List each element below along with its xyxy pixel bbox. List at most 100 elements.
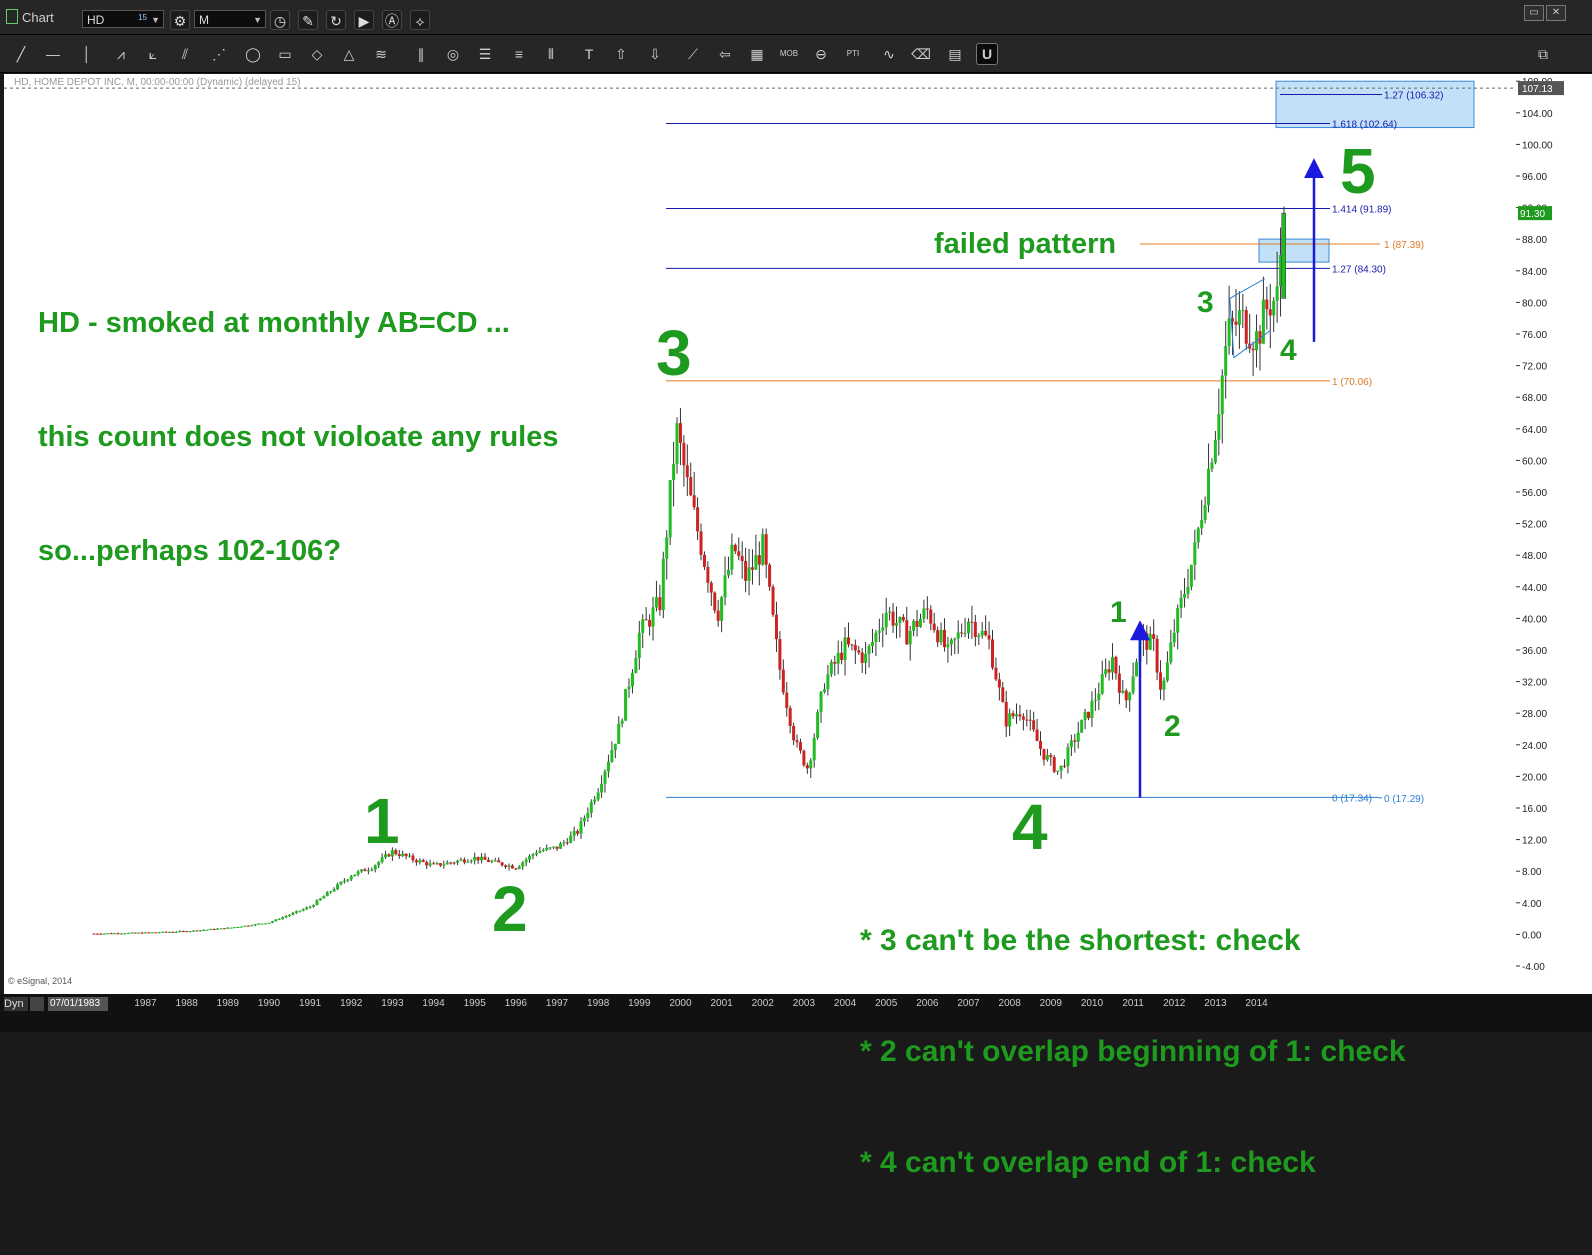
candle-body (798, 742, 802, 751)
symbol-superscript: 15 (138, 13, 147, 22)
restore-window-button[interactable]: ▭ (1524, 5, 1544, 21)
panel-options-icon[interactable]: ⧉ (1538, 46, 1548, 62)
candle-body (387, 854, 391, 857)
x-tick-label: 2012 (1163, 998, 1186, 1009)
candle-body (504, 865, 508, 868)
magnet-tool-icon[interactable]: U (976, 43, 998, 65)
x-tick-label: 2001 (710, 998, 733, 1009)
arrow-up-tool-icon[interactable]: ⇧ (615, 46, 627, 62)
fib-label: 1 (70.06) (1332, 377, 1372, 388)
circles-tool-icon[interactable]: ◎ (446, 46, 460, 62)
close-window-button[interactable]: ✕ (1546, 5, 1566, 21)
candle-body (850, 644, 854, 646)
candle-body (404, 853, 408, 857)
note-tool-icon[interactable]: ▤ (948, 46, 962, 62)
candle-body (901, 616, 905, 621)
draw-button[interactable]: ✎ (298, 10, 318, 30)
candle-body (517, 866, 521, 869)
fib-label: 1.618 (102.64) (1332, 120, 1397, 131)
candle-body (185, 931, 189, 933)
fan-tool-icon[interactable]: ⟀ (148, 46, 158, 62)
grid-tool-icon[interactable]: ▦ (750, 46, 764, 62)
candle-body (1261, 299, 1265, 344)
x-tick-label: 2013 (1204, 998, 1227, 1009)
chevron-down-icon[interactable]: ▼ (151, 15, 160, 25)
arrows (1130, 158, 1324, 798)
diamond-tool-icon[interactable]: ◇ (311, 46, 323, 62)
x-tick-label: 1993 (381, 998, 404, 1009)
chart-svg[interactable]: 1.27 (106.32) 1.618 (102.64) 1.414 (91.89)… (4, 74, 1516, 994)
candle-body (929, 609, 933, 624)
candle-body (565, 842, 569, 844)
eraser-tool-icon[interactable]: ⌫ (911, 46, 931, 62)
regression-tool-icon[interactable]: ⟋ (688, 46, 698, 62)
candle-body (233, 927, 237, 929)
time-axis[interactable]: Dyn 07/01/1983 1987 1988 1989 1990 1991 1992 1… (0, 994, 1592, 1032)
fib-time-tool-icon[interactable]: ⦀ (547, 46, 555, 62)
candle-body (270, 921, 274, 923)
polyline-tool-icon[interactable]: ⩘ (117, 46, 125, 62)
y-tick-label: 60.00 (1522, 456, 1547, 467)
hline-tool-icon[interactable]: — (46, 46, 60, 62)
y-tick-label: 16.00 (1522, 804, 1547, 815)
alert-button[interactable]: Ⓐ (382, 10, 402, 30)
symbol-settings-button[interactable]: ⚙ (170, 10, 190, 30)
candle-body (1018, 714, 1022, 717)
mode-toggle[interactable] (30, 997, 44, 1011)
candle-body (428, 863, 432, 866)
text-tool-icon[interactable]: T (584, 46, 594, 62)
candle-body (795, 740, 799, 743)
date-field[interactable]: 07/01/1983 (48, 997, 108, 1011)
refresh-button[interactable]: ↻ (326, 10, 346, 30)
pti-tool-icon[interactable]: PTI (840, 43, 866, 65)
interval-select[interactable]: M ▼ (194, 10, 266, 28)
chart-pane[interactable]: 1.27 (106.32) 1.618 (102.64) 1.414 (91.89)… (4, 74, 1516, 1179)
candle-body (209, 929, 213, 931)
candle-body (432, 863, 436, 865)
gann-tool-icon[interactable]: ⋰ (212, 46, 226, 62)
candle-body (672, 463, 676, 481)
rectangle-tool-icon[interactable]: ▭ (278, 46, 292, 62)
vline-tool-icon[interactable]: │ (82, 46, 92, 62)
ellipse-tool-icon[interactable]: ◯ (245, 46, 261, 62)
link-button[interactable]: ⟡ (410, 10, 430, 30)
chevron-down-icon[interactable]: ▼ (253, 15, 262, 25)
arrow-down-tool-icon[interactable]: ⇩ (649, 46, 661, 62)
candle-body (881, 627, 885, 631)
candle-body (788, 707, 792, 726)
chart-window-icon (6, 9, 18, 24)
candle-body (925, 608, 929, 610)
symbol-input[interactable]: HD 15 ▼ (82, 10, 164, 28)
candle-body (192, 930, 196, 932)
candle-body (915, 620, 919, 627)
candle-body (654, 597, 658, 608)
parallel-tool-icon[interactable]: ∥ (417, 46, 425, 62)
triangle-tool-icon[interactable]: △ (343, 46, 355, 62)
fib-extension-tool-icon[interactable]: ≡ (514, 46, 524, 62)
pitchfork-tool-icon[interactable]: ⫽ (181, 46, 189, 62)
arrow-left-tool-icon[interactable]: ⇦ (719, 46, 731, 62)
play-button[interactable]: ▶ (354, 10, 374, 30)
wave-3-major: 3 (656, 317, 692, 389)
line-tool-icon[interactable]: ╱ (16, 46, 26, 62)
candle-body (1042, 748, 1046, 760)
mob-tool-icon[interactable]: MOB (776, 43, 802, 65)
time-template-button[interactable]: ◷ (270, 10, 290, 30)
candle-body (414, 860, 418, 863)
candle-body (682, 442, 686, 466)
candle-body (171, 931, 175, 933)
candle-body (366, 870, 370, 872)
candle-body (771, 586, 775, 615)
candle-body (198, 930, 202, 932)
fib-retracement-tool-icon[interactable]: ☰ (478, 46, 492, 62)
mode-label[interactable]: Dyn (4, 997, 28, 1011)
candle-body (435, 863, 439, 865)
candle-body (147, 932, 151, 934)
price-axis[interactable]: 108.00104.00100.0096.0092.0088.0084.0080… (1516, 74, 1592, 994)
restore-icon: ▭ (1529, 7, 1539, 18)
candle-body (764, 534, 768, 565)
price-axis-svg: 108.00104.00100.0096.0092.0088.0084.0080… (1516, 77, 1564, 973)
channel-tool-icon[interactable]: ≋ (375, 46, 387, 62)
wave-tool-icon[interactable]: ∿ (883, 46, 895, 62)
ellipse2-tool-icon[interactable]: ⊖ (815, 46, 827, 62)
